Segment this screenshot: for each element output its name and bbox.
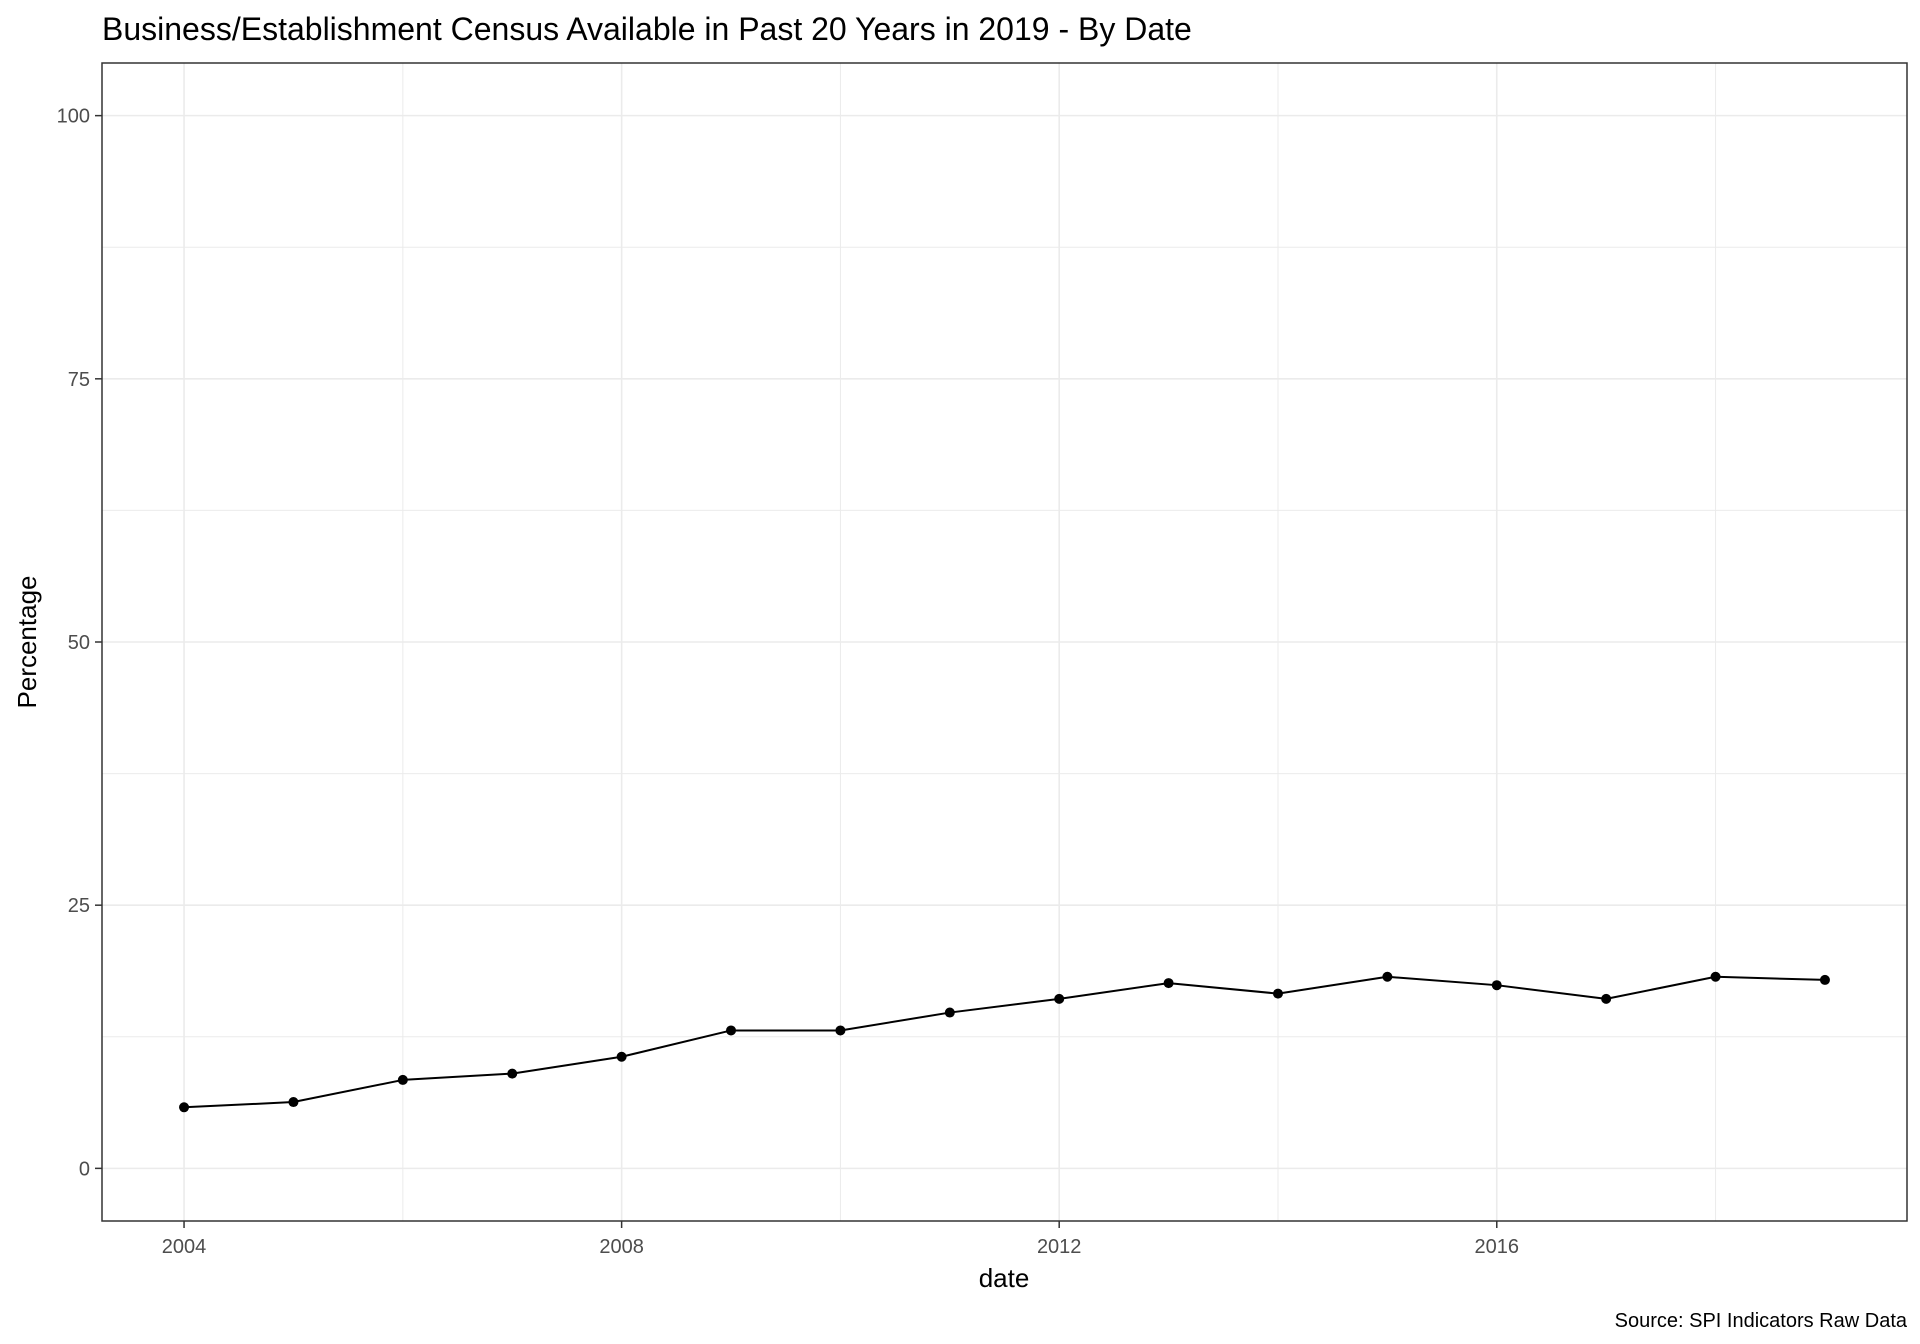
y-tick-label: 100 xyxy=(57,106,90,128)
x-tick-label: 2004 xyxy=(162,1236,207,1258)
data-point xyxy=(179,1102,190,1113)
data-point xyxy=(1163,978,1174,989)
data-point xyxy=(1272,988,1283,999)
data-point xyxy=(1382,971,1393,982)
y-tick-label: 25 xyxy=(68,895,90,917)
x-tick-label: 2008 xyxy=(599,1236,644,1258)
chart-title: Business/Establishment Census Available … xyxy=(102,11,1192,47)
data-point xyxy=(726,1025,737,1036)
axis-ticks: 0 25 50 75 100 2004 2008 2012 2016 xyxy=(57,106,1519,1258)
x-tick-label: 2016 xyxy=(1475,1236,1520,1258)
data-point xyxy=(616,1051,627,1062)
series-line xyxy=(184,975,1825,1109)
data-point xyxy=(1054,993,1065,1004)
data-point xyxy=(397,1074,408,1085)
source-caption: Source: SPI Indicators Raw Data xyxy=(1615,1310,1908,1332)
data-series xyxy=(179,971,1830,1113)
data-point xyxy=(1710,971,1721,982)
data-point xyxy=(944,1007,955,1018)
y-axis-title: Percentage xyxy=(12,576,42,709)
data-point xyxy=(1601,993,1612,1004)
data-point xyxy=(1491,980,1502,991)
y-tick-label: 50 xyxy=(68,632,90,654)
data-point xyxy=(288,1097,299,1108)
y-tick-label: 0 xyxy=(79,1158,90,1180)
grid-lines xyxy=(102,63,1907,1221)
data-point xyxy=(835,1025,846,1036)
data-point xyxy=(1819,974,1830,985)
y-tick-label: 75 xyxy=(68,369,90,391)
x-axis-title: date xyxy=(979,1263,1030,1293)
x-tick-label: 2012 xyxy=(1037,1236,1082,1258)
data-point xyxy=(507,1068,518,1079)
